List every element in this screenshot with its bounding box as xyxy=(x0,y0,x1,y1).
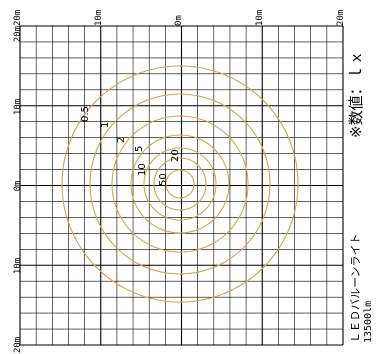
top-scale-label: 10m xyxy=(94,10,104,26)
grid xyxy=(19,25,344,346)
isolux-contours xyxy=(61,65,299,303)
contour-label: 2 xyxy=(116,137,127,143)
isolux-contour xyxy=(165,169,195,199)
isolux-contour xyxy=(111,115,249,253)
contour-label: 10 xyxy=(137,163,148,176)
left-scale-label: 20m xyxy=(13,337,23,353)
top-scale-label: 20m xyxy=(13,10,23,26)
contour-label: 50 xyxy=(158,173,169,186)
isolux-contour xyxy=(153,157,207,211)
isolux-contour xyxy=(130,134,230,234)
unit-note: ※数値：ｌｘ xyxy=(347,50,365,138)
contour-label: 20 xyxy=(170,149,181,162)
contour-label: 0.5 xyxy=(80,106,91,122)
contour-label: 1 xyxy=(100,122,111,128)
product-lumens: 13500lm xyxy=(363,301,374,343)
left-scale-label: 10m xyxy=(13,258,23,274)
product-name: ＬＥＤバルーンライト xyxy=(349,234,362,343)
top-scale: 20m 10m 0m 10m 20m xyxy=(13,10,346,26)
contour-labels: 0.5 1 2 5 10 20 50 xyxy=(80,106,181,186)
isolux-contour xyxy=(61,65,299,303)
left-scale-label: 10m xyxy=(13,99,23,115)
left-scale-label: 0m xyxy=(13,181,23,192)
isolux-contour xyxy=(89,93,271,275)
top-scale-label: 0m xyxy=(174,15,184,26)
left-scale-label: 20m xyxy=(13,26,23,42)
contour-label: 5 xyxy=(134,146,145,152)
top-scale-label: 10m xyxy=(255,10,265,26)
isolux-contour xyxy=(143,147,217,221)
left-scale: 20m 10m 0m 10m 20m xyxy=(13,26,23,353)
top-scale-label: 20m xyxy=(336,10,346,26)
